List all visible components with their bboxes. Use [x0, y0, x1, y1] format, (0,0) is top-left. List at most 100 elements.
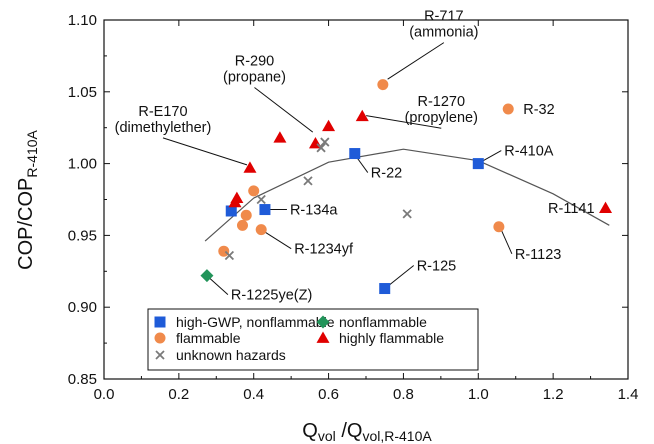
annotation-line: R-410A [504, 144, 553, 160]
annotation-line: R-32 [523, 102, 554, 118]
x-tick-label: 0.8 [393, 386, 414, 403]
x-point [320, 137, 330, 147]
annotation-label: R-1234yf [294, 242, 354, 258]
triangle-point [355, 109, 369, 122]
fit-curve-layer [204, 148, 610, 242]
annotation-line: R-1123 [515, 247, 561, 263]
annotation-label: R-410A [504, 144, 553, 160]
legend-x-icon-stroke-b [155, 350, 165, 360]
annotation-line: (propylene) [405, 110, 478, 126]
circle-point [493, 221, 505, 233]
legend-box [147, 308, 479, 371]
legend-label: unknown hazards [176, 347, 286, 363]
legend: high-GWP, nonflammable nonflammable flamma… [147, 308, 479, 371]
triangle-point [599, 201, 613, 213]
x-axis-label: Qvol /Qvol,R-410A [302, 420, 432, 444]
x-tick-label: 0.6 [318, 386, 339, 403]
square-point [472, 158, 484, 170]
y-tick-label: 0.85 [68, 371, 97, 388]
square-point [349, 148, 361, 160]
legend-label: flammable [176, 330, 241, 346]
legend-circle-icon [154, 332, 166, 344]
annotation-line: R-134a [290, 203, 338, 219]
annotation-line: R-290 [235, 53, 275, 69]
annotation-leader [208, 277, 229, 295]
y-tick-label: 0.95 [68, 227, 97, 244]
annotation-label: R-125 [417, 259, 457, 275]
annotation-leader [386, 265, 415, 288]
annotation-label: R-1123 [515, 247, 561, 263]
circle-point [502, 103, 514, 115]
x-tick-label: 0.2 [168, 386, 189, 403]
square-point [379, 283, 391, 295]
annotations: R-717 (ammonia) R-290 (propane) R-1270 (propy… [115, 9, 595, 304]
annotation-leader [162, 137, 248, 166]
x-point-stroke-b [320, 137, 330, 147]
y-tick-label: 1.05 [68, 84, 97, 101]
annotation-line: (ammonia) [409, 25, 478, 41]
triangle-point [230, 191, 244, 203]
annotation-leader [500, 228, 513, 254]
x-tick-label: 0.0 [94, 386, 115, 403]
legend-diamond-icon [316, 315, 330, 329]
annotation-label: R-22 [371, 166, 402, 182]
legend-square-icon [154, 316, 166, 328]
annotation-line: (dimethylether) [115, 120, 212, 136]
x-point-stroke-b [316, 143, 326, 153]
circle-point [218, 245, 230, 257]
legend-label: nonflammable [339, 314, 427, 330]
x-point-stroke-b [303, 176, 313, 186]
circle-point [255, 224, 267, 236]
annotation-label: R-1225ye(Z) [231, 288, 312, 304]
annotation-leader [366, 115, 442, 129]
annotation-label: R-E170 (dimethylether) [115, 104, 212, 136]
x-point [224, 250, 235, 261]
annotation-line: R-E170 [138, 104, 187, 120]
annotation-line: R-1225ye(Z) [231, 288, 312, 304]
y-tick-label: 1.00 [68, 156, 97, 173]
legend-label: high-GWP, nonflammable [176, 314, 335, 330]
y-tick-label: 0.90 [68, 299, 97, 316]
circle-point [248, 185, 260, 197]
data-points [200, 79, 613, 295]
x-tick-label: 1.4 [618, 386, 639, 403]
x-point-stroke-b [256, 194, 266, 205]
x-point-stroke-b [224, 250, 235, 261]
annotation-label: R-290 (propane) [223, 53, 286, 85]
triangle-point [243, 161, 257, 173]
annotation-label: R-32 [523, 102, 554, 118]
triangle-point [273, 131, 287, 143]
x-point-stroke-b [402, 209, 412, 219]
annotation-label: R-1270 (propylene) [405, 94, 478, 126]
annotation-line: R-1270 [417, 94, 465, 110]
annotation-leaders [162, 42, 513, 295]
square-point [259, 204, 271, 216]
y-tick-label: 1.10 [68, 12, 97, 29]
x-tick-label: 1.2 [543, 386, 564, 403]
annotation-line: R-22 [371, 166, 402, 182]
axis-ticks: 0.0 0.2 0.4 0.6 0.8 1.0 1.2 1.4 0.85 0.90 0.95 1.00… [68, 12, 639, 403]
fit-curve [204, 148, 610, 242]
circle-point [236, 219, 248, 231]
x-tick-label: 1.0 [468, 386, 489, 403]
x-point [316, 143, 326, 153]
diamond-point [200, 269, 214, 283]
x-point [303, 176, 313, 186]
circle-point [377, 79, 389, 91]
annotation-label: R-1141 [548, 201, 594, 217]
x-point [402, 209, 412, 219]
annotation-leader [254, 87, 314, 133]
annotation-line: R-125 [417, 259, 457, 275]
triangle-point [322, 119, 336, 132]
annotation-line: (propane) [223, 69, 286, 85]
annotation-line: R-1141 [548, 201, 594, 217]
annotation-leader [262, 230, 292, 250]
legend-triangle-icon [316, 331, 330, 343]
annotation-leader [387, 42, 445, 80]
circle-point [240, 209, 252, 221]
x-tick-label: 0.4 [243, 386, 264, 403]
annotation-line: R-1234yf [294, 242, 354, 258]
annotation-label: R-717 (ammonia) [409, 9, 478, 41]
legend-label: highly flammable [339, 330, 444, 346]
